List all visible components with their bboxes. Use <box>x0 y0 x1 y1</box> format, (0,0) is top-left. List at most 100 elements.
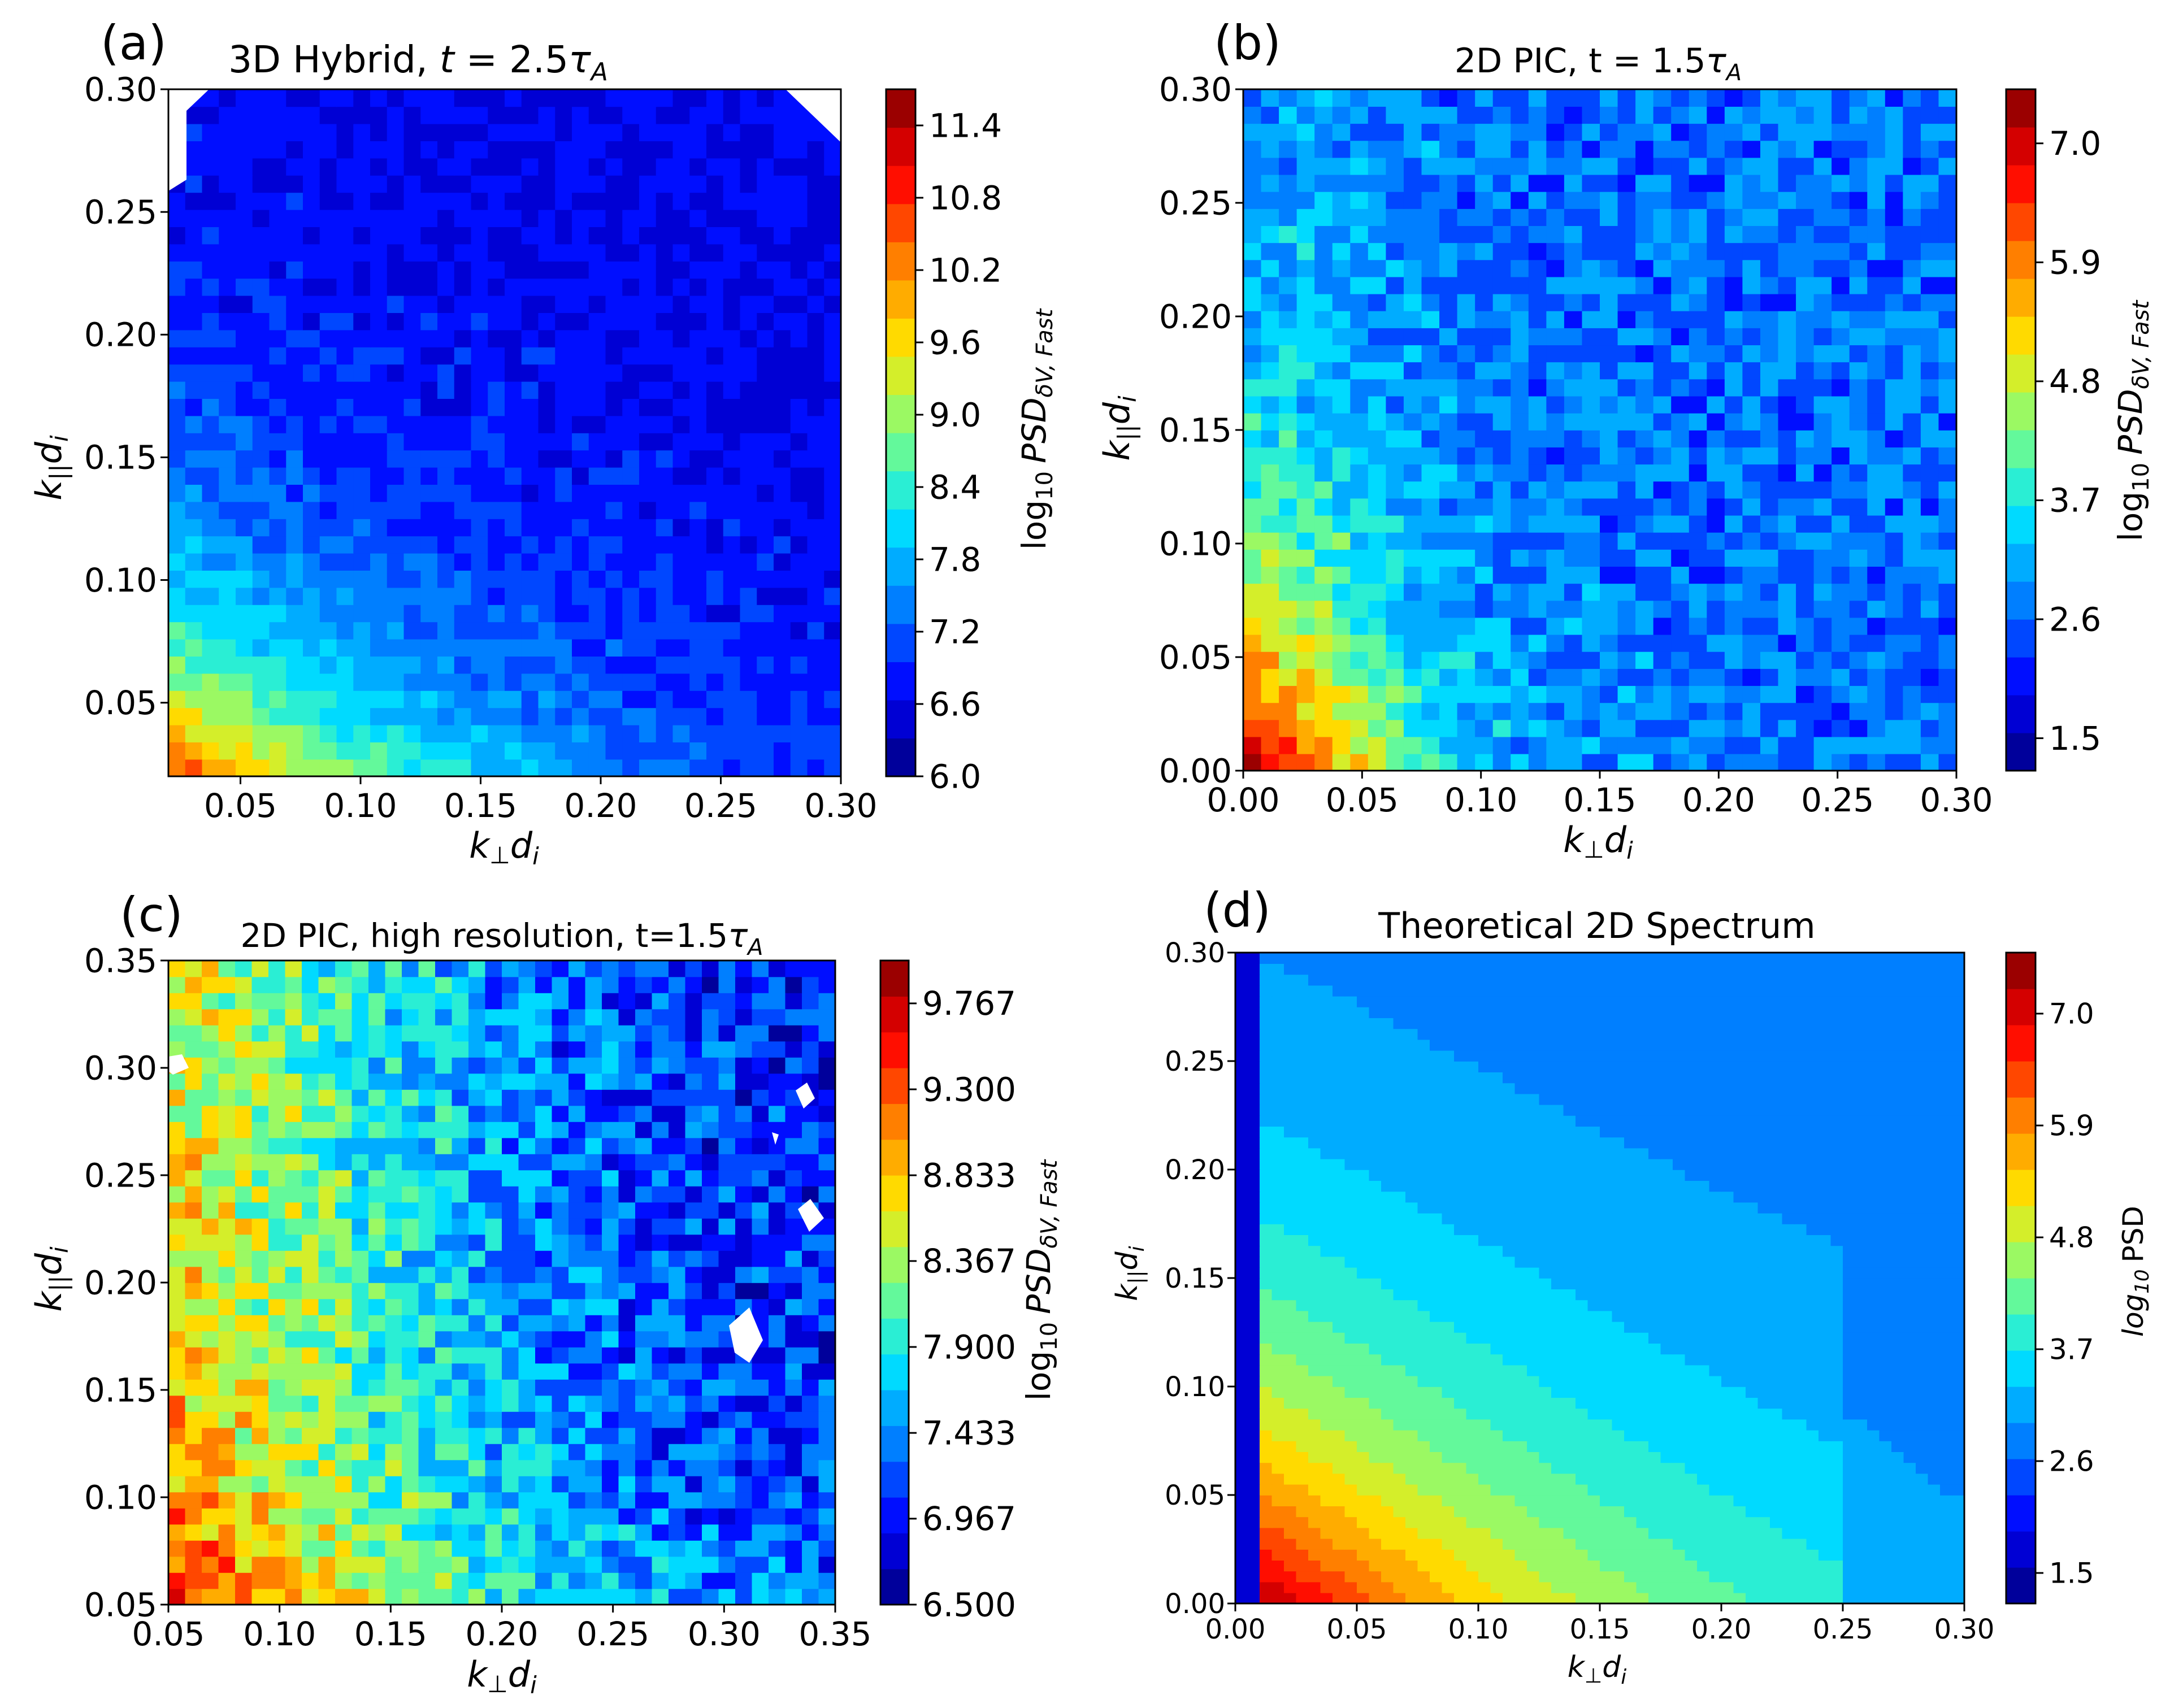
heatmap-cell <box>1600 208 1618 226</box>
heatmap-cell <box>252 415 270 433</box>
heatmap-cell <box>471 347 489 365</box>
heatmap-cell <box>588 519 606 537</box>
heatmap-cell <box>219 536 236 554</box>
heatmap-cell <box>555 467 572 485</box>
heatmap-cell <box>706 673 724 691</box>
heatmap-cell <box>1742 208 1761 226</box>
heatmap-cell <box>1350 600 1369 618</box>
heatmap-cell <box>269 295 287 313</box>
heatmap-cell <box>285 1170 302 1187</box>
heatmap-cell <box>236 398 253 416</box>
heatmap-cell <box>402 1266 419 1283</box>
heatmap-cell <box>285 993 302 1010</box>
heatmap-cell <box>672 106 691 124</box>
heatmap-cell <box>1457 328 1475 346</box>
heatmap-cell <box>790 295 808 313</box>
heatmap-cell <box>1885 430 1904 447</box>
heatmap-cell <box>303 158 320 176</box>
heatmap-cell <box>802 1444 819 1461</box>
heatmap-cell <box>1439 736 1458 754</box>
heatmap-cell <box>168 329 186 347</box>
heatmap-cell <box>635 1089 653 1106</box>
heatmap-cell <box>418 961 436 977</box>
heatmap-cell <box>505 312 522 331</box>
heatmap-cell <box>268 1298 286 1315</box>
heatmap-cell <box>1314 753 1333 771</box>
heatmap-cell <box>1707 736 1725 754</box>
heatmap-cell <box>1760 191 1779 209</box>
heatmap-cell <box>488 536 505 554</box>
heatmap-cell <box>468 1073 486 1090</box>
heatmap-cell <box>1903 702 1921 720</box>
heatmap-cell <box>1600 412 1618 431</box>
heatmap-cell <box>468 1508 486 1525</box>
heatmap-cell <box>568 1266 586 1283</box>
heatmap-cell <box>336 587 354 605</box>
heatmap-cell <box>585 993 602 1010</box>
heatmap-cell <box>1403 191 1422 209</box>
heatmap-cell <box>706 707 724 725</box>
heatmap-cell <box>202 141 220 159</box>
heatmap-cell <box>1724 379 1743 397</box>
heatmap-cell <box>1403 617 1422 635</box>
heatmap-cell <box>1296 276 1315 294</box>
heatmap-cell <box>1528 566 1547 584</box>
heatmap-cell <box>568 1057 586 1074</box>
y-tick-label: 0.35 <box>84 941 157 980</box>
heatmap-cell <box>818 1105 836 1122</box>
heatmap-cell <box>202 1492 219 1509</box>
heatmap-cell <box>1724 481 1743 499</box>
heatmap-cell <box>1564 310 1583 328</box>
heatmap-cell <box>568 1186 586 1203</box>
heatmap-cell <box>1314 89 1333 107</box>
heatmap-cell <box>706 329 724 347</box>
heatmap-cell <box>202 1266 219 1283</box>
heatmap-cell <box>452 976 469 993</box>
heatmap-cell <box>1653 753 1672 771</box>
heatmap-cell <box>168 1186 186 1203</box>
heatmap-cell <box>403 433 422 451</box>
heatmap-cell <box>1386 634 1404 652</box>
heatmap-cell <box>752 1395 769 1412</box>
heatmap-cell <box>488 742 505 760</box>
heatmap-cell <box>1368 208 1387 226</box>
heatmap-cell <box>286 261 303 279</box>
heatmap-cell <box>689 519 707 537</box>
heatmap-cell <box>702 1298 719 1315</box>
heatmap-cell <box>605 89 623 107</box>
heatmap-cell <box>1279 396 1297 414</box>
heatmap-cell <box>302 1508 319 1525</box>
heatmap-cell <box>485 1572 502 1589</box>
heatmap-cell <box>168 690 186 709</box>
heatmap-cell <box>757 244 774 262</box>
heatmap-cell <box>706 638 724 657</box>
heatmap-cell <box>588 244 606 262</box>
heatmap-cell <box>1492 753 1512 771</box>
heatmap-cell <box>639 742 657 760</box>
heatmap-cell <box>639 106 657 124</box>
heatmap-cell <box>285 1588 302 1605</box>
heatmap-cell <box>420 673 438 691</box>
heatmap-cell <box>1403 345 1422 363</box>
heatmap-cell <box>302 1202 319 1219</box>
heatmap-cell <box>1314 225 1333 244</box>
heatmap-cell <box>1279 498 1297 516</box>
heatmap-cell <box>802 1492 819 1509</box>
heatmap-cell <box>370 381 388 399</box>
heatmap-cell <box>202 673 220 691</box>
heatmap-cell <box>1439 157 1458 175</box>
heatmap-cell <box>1439 617 1458 635</box>
heatmap-cell <box>219 89 236 107</box>
heatmap-cell <box>351 1508 369 1525</box>
heatmap-cell <box>1617 293 1636 311</box>
heatmap-cell <box>568 1459 586 1476</box>
heatmap-cell <box>757 707 774 725</box>
heatmap-cell <box>1903 310 1921 328</box>
heatmap-cell <box>402 1009 419 1025</box>
heatmap-cell <box>1600 328 1618 346</box>
heatmap-cell <box>218 1315 236 1332</box>
heatmap-cell <box>1760 259 1779 277</box>
heatmap-cell <box>689 450 707 468</box>
heatmap-cells <box>1243 89 1957 771</box>
heatmap-cell <box>1528 293 1547 311</box>
